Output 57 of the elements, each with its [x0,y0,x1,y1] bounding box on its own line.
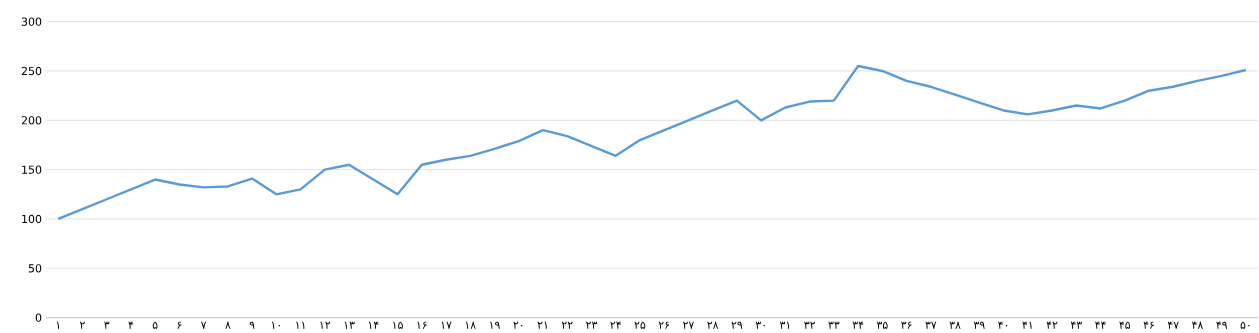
y-tick-label: 150 [22,165,42,175]
x-tick-label: ۹ [249,321,255,329]
x-tick-label: ۲۷ [682,321,694,329]
x-tick-label: ۴۳ [1070,321,1082,330]
x-tick-label: ۶ [177,321,182,329]
x-tick-label: ۱۸ [465,321,476,329]
x-tick-label: ۳۰ [755,321,765,329]
x-tick-label: ۱۷ [441,321,452,329]
x-tick-label: ۴۷ [1167,321,1179,330]
x-tick-label: ۲۱ [537,321,547,329]
x-tick-label: ۸ [225,321,231,329]
x-tick-label: ۴ [128,321,134,330]
x-tick-label: ۲ [79,321,85,329]
x-tick-label: ۴۹ [1216,321,1228,330]
x-tick-label: ۴۲ [1046,321,1058,330]
x-tick-label: ۳۳ [828,321,840,329]
x-tick-label: ۱۶ [417,321,427,329]
x-tick-label: ۱۳ [344,321,355,329]
x-tick-label: ۳۵ [876,321,888,330]
x-tick-label: ۲۳ [585,321,598,329]
y-tick-label: 0 [35,313,42,323]
x-tick-label: ۴۴ [1095,321,1106,330]
y-tick-label: 100 [22,215,42,224]
x-tick-label: ۲۲ [561,321,573,329]
x-tick-label: ۱۵ [393,321,403,330]
x-tick-label: ۲۹ [731,321,743,329]
y-tick-label: 50 [28,264,42,273]
x-tick-label: ۴۶ [1143,321,1154,330]
x-tick-label: ۲۶ [658,321,670,329]
x-tick-label: ۳۷ [925,321,937,329]
x-tick-label: ۴۱ [1022,321,1032,330]
x-tick-label: ۴۸ [1191,321,1204,330]
x-tick-label: ۳۸ [949,321,961,329]
x-tick-label: ۵ [152,321,158,330]
y-tick-label: 300 [21,17,42,27]
x-tick-label: ۳۴ [852,321,864,330]
x-tick-label: ۳۱ [779,321,790,329]
x-tick-label: ۵۰ [1240,321,1250,330]
x-tick-label: ۳۹ [973,321,985,329]
x-tick-label: ۲۴ [610,321,621,330]
x-tick-label: ۱۹ [490,321,500,329]
x-tick-label: ۲۵ [634,321,646,330]
x-tick-label: ۳ [104,321,110,329]
x-tick-label: ۴۵ [1119,321,1131,330]
y-tick-label: 250 [21,67,42,76]
x-tick-label: ۱۲ [320,321,331,329]
x-tick-label: ۲۸ [707,321,719,329]
y-tick-label: 200 [21,116,42,125]
x-tick-label: ۷ [200,321,207,329]
x-tick-label: ۱۱ [296,321,305,329]
x-tick-label: ۴۰ [998,321,1008,330]
x-tick-label: ۳۶ [901,321,912,329]
x-tick-label: ۲۰ [513,321,523,329]
x-tick-label: ۳۲ [804,321,816,329]
x-tick-label: ۱ [56,321,59,329]
x-tick-label: ۱۴ [368,321,379,330]
x-tick-label: ۱۰ [271,321,280,329]
